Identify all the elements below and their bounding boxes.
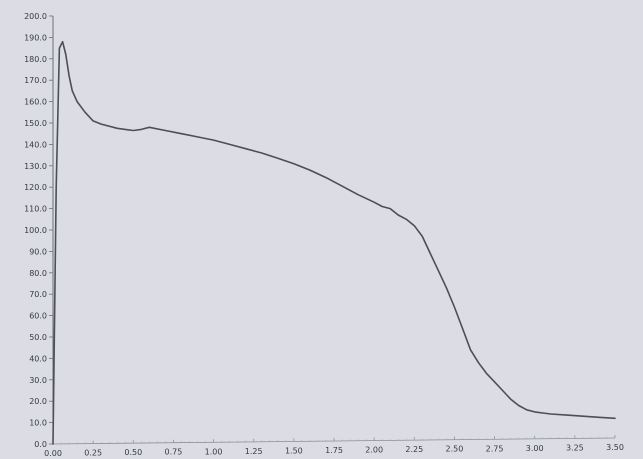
- x-tick-label: 0.25: [84, 449, 102, 458]
- y-tick-label: 200.0: [24, 12, 47, 21]
- y-tick-label: 10.0: [29, 419, 47, 428]
- x-tick-label: 2.50: [446, 445, 464, 454]
- y-tick-label: 20.0: [29, 397, 47, 406]
- x-tick-label: 2.00: [365, 446, 383, 455]
- y-tick-label: 140.0: [24, 140, 47, 149]
- x-tick-label: 1.50: [285, 446, 303, 455]
- y-tick-label: 120.0: [24, 183, 47, 192]
- y-axis: 0.0 10.0 20.0 30.0 40.0 50.0 60.0 70.0 80.0 90.0 1…: [24, 12, 54, 449]
- y-tick-label: 100.0: [24, 226, 47, 235]
- x-tick-label: 1.25: [245, 447, 263, 456]
- y-tick-label: 40.0: [29, 354, 47, 363]
- y-tick-label: 130.0: [24, 162, 47, 171]
- y-tick-label: 30.0: [29, 376, 47, 385]
- series-line: [52, 40, 616, 445]
- y-tick-label: 150.0: [24, 119, 47, 128]
- x-tick-label: 3.00: [526, 444, 544, 453]
- y-tick-label: 190.0: [24, 33, 47, 42]
- y-tick-label: 60.0: [29, 312, 47, 321]
- x-tick-label: 3.50: [606, 443, 624, 452]
- x-tick-label: 2.25: [405, 445, 423, 454]
- x-tick-label: 1.00: [205, 447, 223, 456]
- x-tick-label: 2.75: [486, 444, 504, 453]
- y-tick-label: 170.0: [24, 76, 47, 85]
- y-tick-label: 80.0: [29, 269, 47, 278]
- x-tick-label: 0.00: [44, 449, 62, 458]
- x-axis: 0.00 0.25 0.50 0.75 1.00 1.25 1.50 1.75 2.00 2.25…: [44, 435, 624, 458]
- y-tick-label: 160.0: [24, 98, 47, 107]
- y-tick-label: 70.0: [29, 290, 47, 299]
- x-tick-label: 0.50: [124, 448, 142, 457]
- y-tick-label: 50.0: [29, 333, 47, 342]
- y-tick-label: 0.0: [34, 440, 47, 449]
- x-tick-label: 0.75: [165, 448, 183, 457]
- x-tick-label: 3.25: [566, 443, 584, 452]
- y-tick-label: 110.0: [24, 205, 47, 214]
- series-group: [52, 40, 616, 445]
- y-tick-label: 90.0: [29, 247, 47, 256]
- x-tick-label: 1.75: [325, 446, 343, 455]
- y-tick-label: 180.0: [24, 55, 47, 64]
